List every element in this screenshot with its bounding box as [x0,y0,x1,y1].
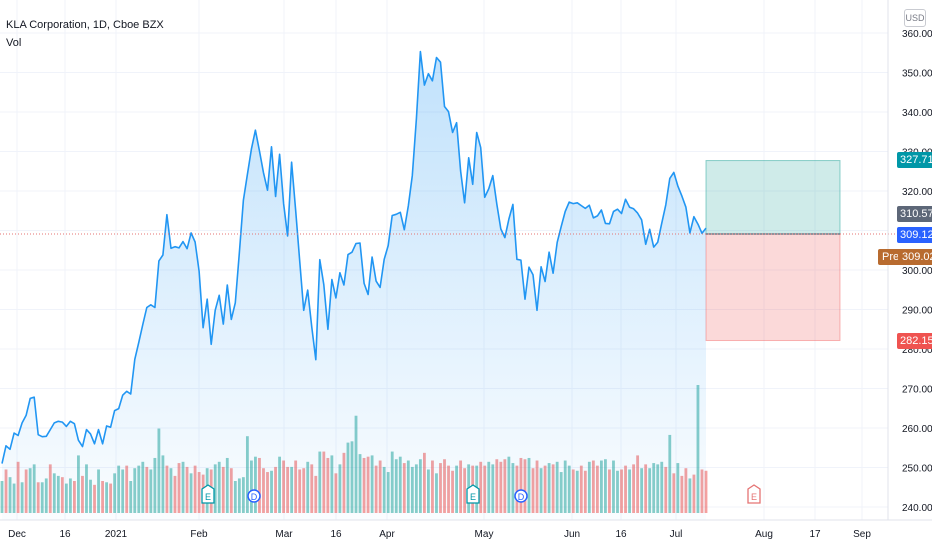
pre-market-tag: Pre [878,249,904,265]
symbol-title[interactable]: KLA Corporation, 1D, Cboe BZX [6,19,164,31]
earnings-marker[interactable]: E [466,484,480,504]
time-tick-label: 2021 [105,529,128,540]
stop-loss-price-label: 282.15 [897,333,932,349]
earnings-marker-shape [466,484,480,504]
dividend-marker[interactable]: D [514,489,528,503]
time-tick-label: Jun [564,529,580,540]
time-tick-label: May [475,529,494,540]
price-line [1,50,707,464]
price-tick-label: 240.00 [902,503,932,514]
stop-loss-zone [705,233,841,342]
time-tick-label: Mar [275,529,293,540]
price-tick-label: 350.00 [902,69,932,80]
time-tick-label: 17 [809,529,821,540]
price-area-fill [2,51,706,520]
price-tick-label: 340.00 [902,108,932,119]
earnings-marker-shape [201,484,215,504]
time-tick-label: Jul [670,529,683,540]
dividend-marker-letter: D [518,492,525,502]
time-tick-label: Sep [853,529,871,540]
price-tick-label: 300.00 [902,266,932,277]
time-tick-label: 16 [615,529,627,540]
price-tick-label: 360.00 [902,29,932,40]
current-price-label: 309.12 [897,227,932,243]
time-tick-label: Apr [379,529,395,540]
time-tick-label: Feb [190,529,208,540]
earnings-marker-letter: E [205,492,211,502]
last-close-price-label: 310.57 [897,206,932,222]
earnings-marker-letter: E [751,492,757,502]
dividend-marker-letter: D [251,492,258,502]
earnings-marker-letter: E [470,492,476,502]
price-tick-label: 320.00 [902,187,932,198]
time-tick-label: 16 [59,529,71,540]
dividend-marker-shape [514,489,528,503]
earnings-marker[interactable]: E [201,484,215,504]
time-axis[interactable]: Dec 16 2021 Feb Mar 16 Apr May Jun 16 Jul Aug 17 Sep [0,519,932,540]
chart-legend: KLA Corporation, 1D, Cboe BZX Vol [6,16,164,52]
price-tick-label: 290.00 [902,306,932,317]
earnings-marker-shape [747,484,761,504]
dividend-marker[interactable]: D [247,489,261,503]
price-tick-label: 250.00 [902,464,932,475]
time-tick-label: Aug [755,529,773,540]
position-zones[interactable] [705,160,841,342]
take-profit-price-label: 327.71 [897,152,932,168]
volume-label[interactable]: Vol [6,37,22,49]
take-profit-zone [705,160,841,235]
pre-market-price-label: 309.02 [898,249,932,265]
time-tick-label: Dec [8,529,26,540]
price-area [1,50,707,520]
price-tick-label: 260.00 [902,424,932,435]
dividend-marker-shape [247,489,261,503]
time-tick-label: 16 [330,529,342,540]
price-tick-label: 280.00 [902,345,932,356]
price-tick-label: 270.00 [902,385,932,396]
earnings-marker[interactable]: E [747,484,761,504]
currency-badge[interactable]: USD [904,9,926,27]
